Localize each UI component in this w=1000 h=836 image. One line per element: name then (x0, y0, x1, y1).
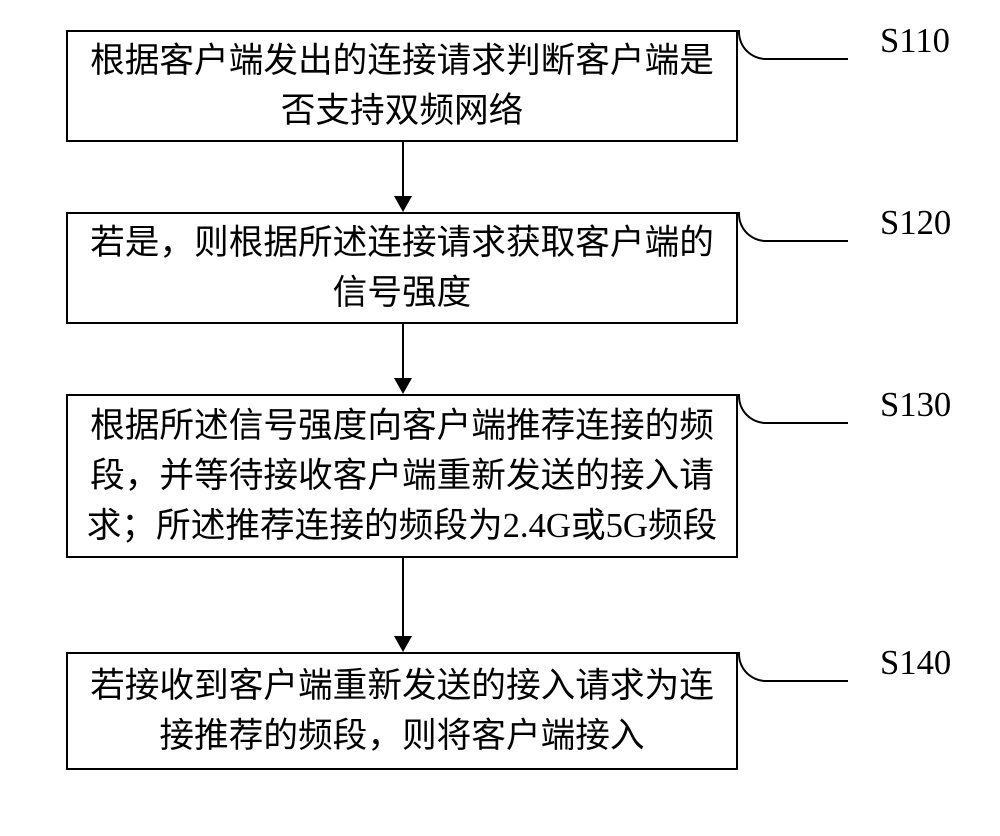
flowchart-canvas: 根据客户端发出的连接请求判断客户端是否支持双频网络 S110 若是，则根据所述连… (0, 0, 1000, 836)
flow-node-1: 根据客户端发出的连接请求判断客户端是否支持双频网络 (66, 30, 738, 142)
flow-node-1-text: 根据客户端发出的连接请求判断客户端是否支持双频网络 (84, 36, 720, 137)
flow-node-3-text: 根据所述信号强度向客户端推荐连接的频段，并等待接收客户端重新发送的接入请求；所述… (84, 401, 720, 552)
step-label-2: S120 (880, 204, 951, 243)
flow-edge-2-3-line (402, 324, 404, 378)
flow-node-4: 若接收到客户端重新发送的接入请求为连接推荐的频段，则将客户端接入 (66, 652, 738, 770)
step-connector-4 (738, 652, 848, 682)
step-label-3: S130 (880, 386, 951, 425)
step-connector-1 (738, 30, 848, 60)
flow-edge-1-2-line (402, 142, 404, 196)
step-label-1: S110 (880, 22, 950, 61)
flow-node-3: 根据所述信号强度向客户端推荐连接的频段，并等待接收客户端重新发送的接入请求；所述… (66, 394, 738, 558)
flow-edge-3-4-line (402, 558, 404, 636)
flow-edge-1-2-head (394, 196, 412, 212)
step-label-4: S140 (880, 644, 951, 683)
flow-edge-2-3-head (394, 378, 412, 394)
flow-edge-3-4-head (394, 636, 412, 652)
step-connector-3 (738, 394, 848, 424)
step-connector-2 (738, 212, 848, 242)
flow-node-4-text: 若接收到客户端重新发送的接入请求为连接推荐的频段，则将客户端接入 (84, 661, 720, 762)
flow-node-2: 若是，则根据所述连接请求获取客户端的信号强度 (66, 212, 738, 324)
flow-node-2-text: 若是，则根据所述连接请求获取客户端的信号强度 (84, 218, 720, 319)
